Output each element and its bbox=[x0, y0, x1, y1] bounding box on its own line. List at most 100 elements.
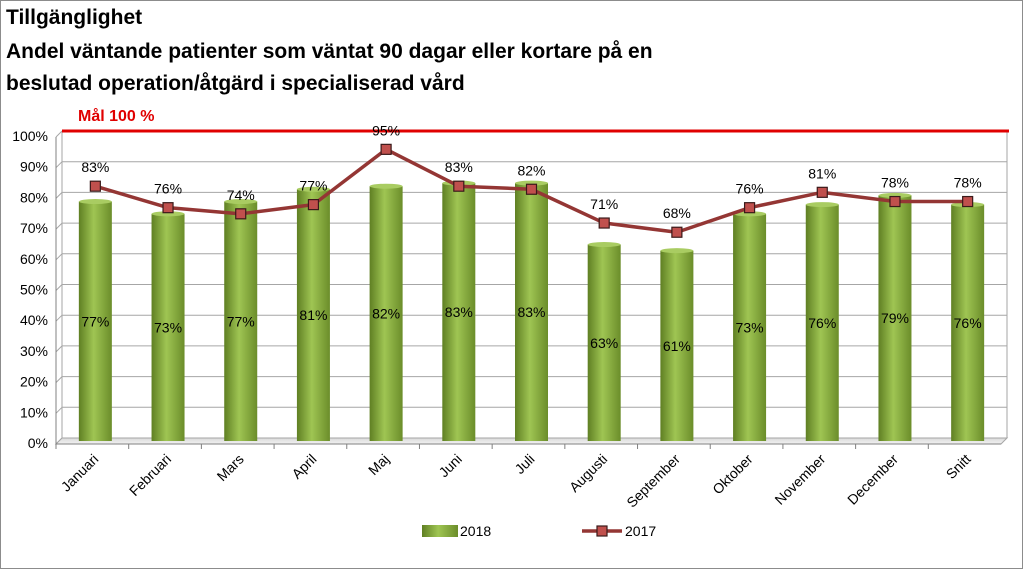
bar-2018 bbox=[587, 244, 621, 441]
bar-value-label: 81% bbox=[299, 307, 327, 323]
goal-label: Mål 100 % bbox=[78, 107, 154, 125]
x-tick-label: Juni bbox=[435, 451, 464, 480]
bar-value-label: 77% bbox=[227, 313, 255, 329]
line-value-label: 83% bbox=[81, 159, 109, 175]
line-value-label: 82% bbox=[517, 162, 545, 178]
bar-2018 bbox=[296, 189, 330, 441]
x-tick-label: Februari bbox=[126, 451, 174, 499]
bar-2018 bbox=[442, 183, 476, 441]
bar-top bbox=[878, 192, 912, 198]
line-2017-marker bbox=[962, 195, 974, 208]
bar-2018 bbox=[78, 201, 112, 441]
bar-top bbox=[587, 242, 621, 248]
bar-2018 bbox=[951, 204, 985, 441]
chart-subtitle-line-1: Andel väntande patienter som väntat 90 d… bbox=[6, 40, 653, 63]
bar-2018 bbox=[660, 250, 694, 441]
bar-value-label: 83% bbox=[445, 304, 473, 320]
line-value-label: 83% bbox=[445, 159, 473, 175]
data-labels: 77% 73% 77% 81% 82% 83% 83% 63% 61% 73% 76% 79% 76% 8… bbox=[81, 122, 981, 353]
bar-value-label: 63% bbox=[590, 335, 618, 351]
x-tick-label: Januari bbox=[58, 451, 102, 495]
bar-2018 bbox=[369, 186, 403, 441]
line-2017-marker bbox=[380, 143, 392, 155]
bar-value-label: 83% bbox=[517, 304, 545, 320]
line-value-label: 95% bbox=[372, 122, 400, 138]
legend-marker-2017 bbox=[596, 525, 608, 537]
x-tick-label: September bbox=[623, 451, 683, 511]
bar-value-label: 79% bbox=[881, 310, 909, 326]
bar-top bbox=[660, 248, 694, 254]
bar-top bbox=[151, 211, 185, 217]
bar-value-label: 73% bbox=[154, 319, 182, 335]
line-value-label: 76% bbox=[154, 181, 182, 197]
bar-2018 bbox=[224, 201, 258, 441]
y-tick-label: 50% bbox=[20, 282, 48, 298]
gridline-depth bbox=[55, 222, 63, 230]
bar-2018 bbox=[805, 204, 839, 441]
x-tick-label: April bbox=[288, 451, 319, 482]
chart-subtitle-line-2: beslutad operation/åtgärd i specialisera… bbox=[6, 72, 465, 95]
legend-label-2018: 2018 bbox=[460, 523, 491, 539]
bar-value-label: 82% bbox=[372, 306, 400, 322]
line-value-label: 81% bbox=[808, 165, 836, 181]
y-tick-label: 60% bbox=[20, 251, 48, 267]
line-value-label: 77% bbox=[299, 178, 327, 194]
x-tick-label: Juli bbox=[511, 451, 537, 477]
y-tick-label: 20% bbox=[20, 374, 48, 390]
bar-value-label: 61% bbox=[663, 338, 691, 354]
bar-value-label: 73% bbox=[736, 319, 764, 335]
gridline-depth bbox=[55, 406, 63, 414]
bar-2018 bbox=[515, 183, 548, 441]
line-value-label: 78% bbox=[954, 175, 982, 191]
gridline-depth bbox=[55, 314, 63, 322]
line-2017-marker bbox=[235, 208, 247, 220]
legend: 2018 2017 bbox=[422, 523, 656, 539]
gridline-depth bbox=[55, 253, 63, 261]
x-tick-label: Snitt bbox=[943, 451, 974, 482]
bar-top bbox=[369, 183, 403, 189]
line-2017-marker bbox=[162, 202, 174, 214]
chart-title: Tillgänglighet bbox=[6, 6, 143, 29]
y-tick-label: 90% bbox=[20, 159, 48, 175]
bar-value-label: 76% bbox=[808, 315, 836, 331]
line-2017 bbox=[89, 143, 974, 238]
line-2017-marker bbox=[671, 226, 683, 238]
line-value-label: 78% bbox=[881, 175, 909, 191]
bar-2018 bbox=[878, 195, 912, 441]
bar-top bbox=[296, 186, 330, 192]
y-tick-label: 70% bbox=[20, 220, 48, 236]
gridline-depth bbox=[55, 192, 63, 199]
bars-2018 bbox=[78, 180, 985, 441]
line-2017-marker bbox=[743, 202, 756, 214]
bar-top bbox=[78, 199, 112, 205]
line-2017-marker bbox=[453, 180, 465, 192]
gridline-depth bbox=[55, 376, 63, 383]
goal-line-group: Mål 100 % bbox=[62, 107, 1009, 133]
x-tick-label: Maj bbox=[365, 451, 392, 478]
line-2017-marker bbox=[525, 183, 538, 195]
bar-top bbox=[224, 199, 258, 205]
y-tick-label: 40% bbox=[20, 312, 48, 328]
gridline-depth bbox=[55, 284, 63, 291]
y-tick-label: 10% bbox=[20, 404, 48, 420]
line-value-label: 71% bbox=[590, 196, 618, 212]
bar-value-label: 77% bbox=[81, 313, 109, 329]
line-2017-marker bbox=[89, 180, 101, 192]
legend-swatch-2018 bbox=[422, 525, 458, 537]
y-tick-label: 100% bbox=[12, 128, 48, 144]
line-2017-marker bbox=[598, 217, 610, 229]
line-2017-marker bbox=[307, 199, 320, 211]
bar-value-label: 76% bbox=[954, 315, 982, 331]
x-tick-label: Augusti bbox=[566, 451, 610, 495]
gridline-depth bbox=[55, 161, 63, 169]
bar-top bbox=[733, 211, 767, 217]
x-tick-label: Oktober bbox=[709, 451, 756, 498]
gridline-depth bbox=[55, 345, 63, 353]
line-value-label: 68% bbox=[663, 205, 691, 221]
legend-label-2017: 2017 bbox=[625, 523, 656, 539]
bar-2018 bbox=[151, 213, 185, 441]
bar-top bbox=[515, 180, 548, 186]
x-tick-label: December bbox=[844, 451, 901, 508]
line-value-label: 76% bbox=[736, 181, 764, 197]
